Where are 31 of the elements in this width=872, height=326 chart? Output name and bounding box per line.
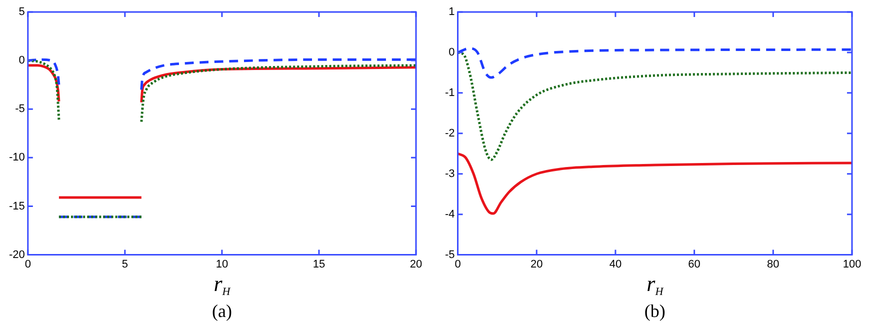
y-tick-label: -5 [445, 248, 455, 261]
line-series [28, 59, 60, 122]
x-tick-label: 40 [609, 258, 622, 270]
y-tick-label: 0 [448, 46, 455, 58]
y-tick-label: 1 [448, 6, 455, 18]
x-tick-label: 20 [410, 258, 422, 270]
x-tick-label: 10 [216, 258, 228, 270]
y-tick-label: -20 [8, 248, 25, 261]
y-tick-label: -15 [8, 200, 25, 212]
x-tick-label: 5 [122, 258, 128, 270]
y-tick-label: -1 [445, 86, 455, 99]
text: (a) [212, 300, 232, 321]
y-tick-label: -2 [445, 127, 455, 140]
x-tick-label: 15 [312, 258, 326, 270]
line-series [140, 64, 416, 123]
line-series [28, 58, 60, 86]
line-series [140, 58, 416, 91]
y-tick-label: -4 [445, 208, 455, 220]
y-tick-label: -3 [445, 168, 455, 180]
y-tick-label: -5 [15, 103, 25, 116]
x-tick-label: 100 [842, 258, 862, 270]
x-tick-label: 60 [688, 258, 700, 270]
line-series [458, 51, 852, 161]
y-tick-label: 5 [18, 6, 25, 18]
line-series [458, 152, 852, 215]
text: (b) [644, 300, 666, 321]
y-tick-label: 0 [18, 54, 25, 67]
line-series [458, 47, 852, 79]
y-tick-label: -10 [8, 152, 25, 164]
x-tick-label: 80 [767, 258, 780, 270]
x-tick-label: 20 [530, 258, 543, 270]
